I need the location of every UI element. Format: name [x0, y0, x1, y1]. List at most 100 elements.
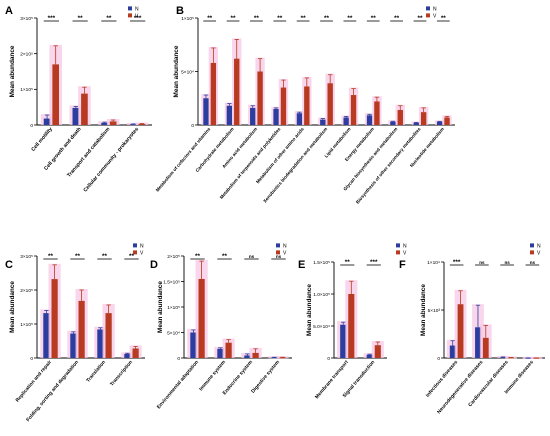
legend-label-v: V: [537, 250, 541, 256]
chart-panel-d: D 0 5×10⁴ 1×10⁵ 1.5×10⁵ 2×10⁵ Mean abundance NV…: [150, 243, 292, 410]
significance-label: ***: [134, 15, 142, 22]
bar-v: [348, 294, 355, 358]
y-tick-label: 1.5×10⁵: [163, 279, 180, 285]
chart-panel-b: B 0 5×10⁴ 1×10⁵ Mean abundance NV ** Metabolism…: [155, 5, 455, 205]
significance-label: **: [231, 15, 236, 22]
bar-n: [343, 117, 349, 125]
bar-v: [225, 342, 232, 358]
significance-label: **: [441, 15, 446, 22]
significance-label: **: [102, 253, 107, 260]
x-tick-label: Neurodegenerative diseases: [436, 359, 484, 415]
bar-n: [273, 108, 279, 125]
legend-swatch-n: [396, 243, 400, 248]
legend-swatch-v: [396, 250, 400, 255]
significance-label: **: [106, 15, 111, 22]
legend-label-v: V: [283, 250, 287, 256]
bar-n: [101, 122, 108, 125]
y-tick-label: 1×10⁵: [20, 87, 33, 93]
significance-label: **: [254, 15, 259, 22]
significance-label: **: [222, 253, 227, 260]
legend-swatch-n: [128, 6, 132, 11]
x-tick-label: Translation: [85, 359, 107, 383]
bar-v: [304, 86, 310, 125]
bar-n: [366, 115, 373, 125]
legend-swatch-v: [133, 250, 137, 255]
y-tick-label: 0: [327, 356, 330, 362]
significance-label: **: [371, 15, 376, 22]
bar-n: [203, 98, 209, 125]
bar-n: [320, 119, 326, 125]
bar-v: [78, 300, 85, 358]
bar-n: [72, 107, 80, 125]
legend-swatch-n: [133, 243, 137, 248]
bar-v: [234, 58, 240, 125]
bar-n: [500, 357, 507, 359]
bar-n: [449, 345, 456, 358]
panel-letter: C: [5, 259, 13, 271]
x-tick-label: Immune system: [198, 359, 227, 392]
bar-n: [43, 118, 51, 125]
bar-n: [296, 113, 303, 125]
x-tick-label: Environmental adaptation: [156, 359, 200, 410]
significance-label: ns: [479, 260, 485, 265]
legend-swatch-n: [426, 6, 430, 11]
bar-v: [508, 357, 514, 359]
bar-v: [257, 71, 263, 125]
bar-n: [390, 121, 396, 125]
y-tick-label: 1.5×10⁵: [313, 260, 330, 266]
bar-n: [244, 355, 251, 358]
bar-v: [444, 117, 450, 125]
x-tick-label: Folding, sorting and degradation: [25, 359, 80, 423]
bar-n: [70, 333, 77, 358]
bar-v: [374, 345, 381, 358]
bar-n: [525, 357, 532, 359]
legend-label-n: N: [135, 6, 139, 12]
bar-n: [190, 332, 197, 358]
y-tick-label: 3×10⁵: [20, 254, 33, 260]
legend-swatch-n: [530, 243, 534, 248]
bar-v: [51, 279, 58, 358]
significance-label: **: [394, 15, 399, 22]
significance-label: **: [347, 15, 352, 22]
legend-label-v: V: [140, 250, 144, 256]
y-tick-label: 0: [437, 356, 440, 362]
x-tick-label: Digestive system: [250, 359, 281, 395]
bar-v: [457, 304, 464, 358]
legend-label-n: N: [140, 243, 144, 249]
legend-label-v: V: [433, 13, 437, 19]
bar-v: [138, 123, 146, 125]
legend-label-n: N: [433, 6, 437, 12]
y-tick-label: 1×10⁴: [427, 260, 440, 266]
y-tick-label: 5×10⁴: [181, 69, 194, 75]
significance-label: **: [195, 253, 200, 260]
legend-swatch-v: [128, 13, 132, 18]
significance-label: ***: [453, 259, 461, 266]
x-tick-label: Cellular community - prokaryotes: [83, 126, 141, 193]
y-axis-label: Mean abundance: [420, 284, 427, 336]
significance-label: **: [417, 15, 422, 22]
bar-v: [350, 95, 357, 125]
significance-label: ***: [48, 15, 56, 22]
y-tick-label: 0: [30, 356, 33, 362]
y-axis-label: Mean abundance: [9, 45, 16, 97]
significance-label: **: [324, 15, 329, 22]
significance-label: ns: [249, 254, 255, 259]
significance-label: **: [129, 253, 134, 260]
bar-v: [327, 83, 333, 125]
y-tick-label: 2×10⁵: [20, 51, 33, 57]
significance-label: **: [345, 259, 350, 266]
y-tick-label: 5×10³: [428, 308, 441, 314]
bar-v: [279, 357, 286, 359]
bar-v: [52, 64, 59, 125]
bar-v: [482, 337, 489, 358]
bar-n: [217, 348, 224, 358]
y-axis-label: Mean abundance: [306, 284, 313, 336]
chart-panel-e: E 0 5.0×10⁴ 1.0×10⁵ 1.5×10⁵ Mean abundance NV *…: [298, 243, 407, 400]
bar-v: [420, 112, 427, 125]
y-tick-label: 5×10⁴: [167, 330, 180, 336]
panel-letter: E: [298, 259, 305, 271]
y-tick-label: 0: [191, 123, 194, 129]
bar-n: [124, 353, 131, 358]
